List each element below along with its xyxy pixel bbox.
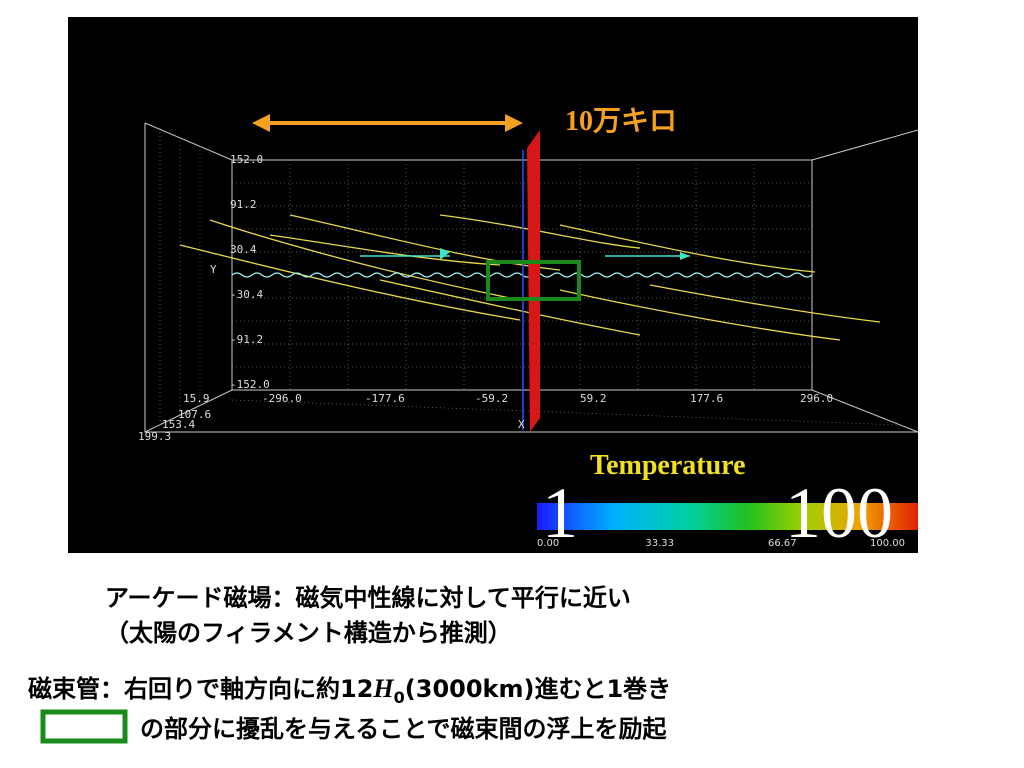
colorbar [537, 503, 918, 530]
x-axis-label: -59.2 [475, 392, 508, 405]
y-axis-label: -91.2 [230, 333, 263, 346]
y-axis-label: 152.0 [230, 153, 263, 166]
x-axis-label: 296.0 [800, 392, 833, 405]
colorbar-end: 1 [542, 473, 578, 553]
caption-subscript: 0 [394, 688, 405, 707]
colorbar-tick: 66.67 [768, 538, 797, 549]
depth-label: 15.9 [183, 392, 210, 405]
colorbar-title: Temperature [590, 450, 746, 481]
distance-label: 10万キロ [565, 106, 677, 137]
caption: 磁束管：右回りで軸方向に約12H0(3000km)進むと1巻き [28, 674, 671, 707]
y-axis-label: 30.4 [230, 243, 257, 256]
colorbar-tick: 0.00 [537, 538, 559, 549]
simulation-image: 10万キロ Y X 152.091.230.4-30.4-91.2-152.0-… [68, 17, 919, 553]
depth-label: 153.4 [162, 418, 195, 431]
y-axis-label: -30.4 [230, 288, 263, 301]
y-axis-label: -152.0 [230, 378, 270, 391]
colorbar-end: 100 [785, 473, 893, 553]
caption-part: (3000km)進むと1巻き [405, 675, 671, 703]
x-axis-label: 177.6 [690, 392, 723, 405]
colorbar-tick: 33.33 [645, 538, 674, 549]
caption-part: 磁束管：右回りで軸方向に約12 [28, 675, 373, 703]
colorbar-tick: 100.00 [870, 538, 905, 549]
caption: の部分に擾乱を与えることで磁束間の浮上を励起 [140, 715, 668, 743]
caption: アーケード磁場：磁気中性線に対して平行に近い [105, 584, 631, 612]
legend-box [40, 709, 128, 744]
depth-label: 199.3 [138, 430, 171, 443]
axis-name: Y [210, 263, 217, 276]
caption-symbol: H [372, 674, 394, 703]
x-axis-label: -296.0 [262, 392, 302, 405]
x-axis-label: 59.2 [580, 392, 607, 405]
depth-label: 107.6 [178, 408, 211, 421]
caption: （太陽のフィラメント構造から推測） [105, 619, 512, 647]
axis-name: X [518, 418, 525, 431]
x-axis-label: -177.6 [365, 392, 405, 405]
y-axis-label: 91.2 [230, 198, 257, 211]
